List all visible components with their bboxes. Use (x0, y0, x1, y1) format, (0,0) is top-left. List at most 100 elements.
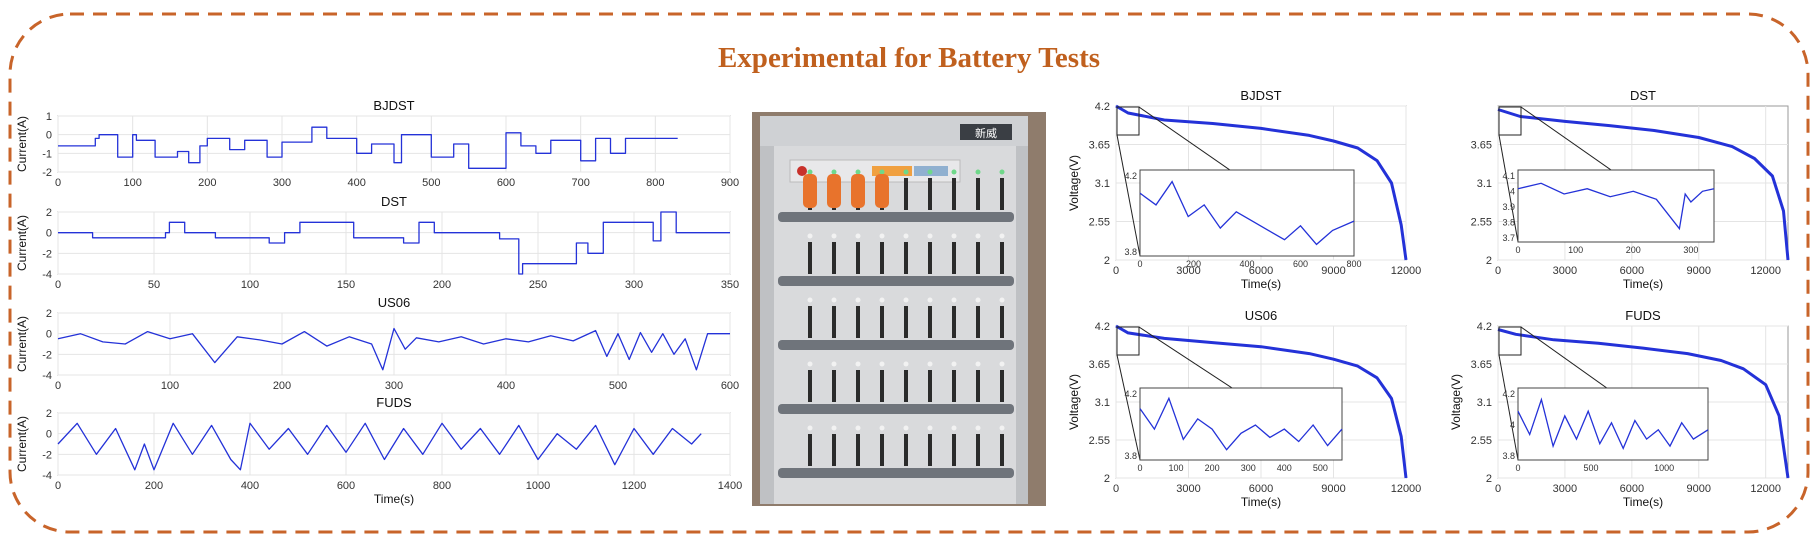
probe-clip (808, 370, 812, 402)
y-axis-label: Voltage(V) (1067, 374, 1081, 430)
x-tick-label: 0 (1495, 483, 1501, 495)
tray-bar (778, 276, 1014, 286)
tray-bar (778, 212, 1014, 222)
status-led (807, 425, 813, 431)
charts-layer: 0 100 200 300 400 500 600 700 800 90010-1-2BJDSTC… (15, 88, 1790, 509)
x-tick-label: 400 (241, 480, 259, 492)
probe-clip (1000, 370, 1004, 402)
dashed-border (8, 12, 1810, 534)
chart-title: DST (1630, 88, 1656, 103)
status-led (807, 361, 813, 367)
y-tick-label: -2 (42, 449, 52, 461)
inset-y-tick-label: 4.1 (1502, 171, 1515, 181)
probe-clip (808, 242, 812, 274)
y-tick-label: 2.55 (1089, 217, 1110, 229)
probe-clip (832, 434, 836, 466)
y-tick-label: 4.2 (1095, 101, 1110, 113)
figure-title: Experimental for Battery Tests (717, 42, 1101, 74)
status-led (807, 297, 813, 303)
x-tick-label: 6000 (1620, 265, 1644, 277)
inset-y-tick-label: 3.8 (1124, 451, 1137, 461)
y-tick-label: 3.65 (1089, 140, 1110, 152)
x-tick-label: 0 (55, 177, 61, 189)
status-led (927, 169, 933, 175)
status-led (999, 233, 1005, 239)
status-led (927, 233, 933, 239)
status-led (879, 169, 885, 175)
battery-cell (875, 174, 889, 208)
x-tick-label: 3000 (1176, 483, 1200, 495)
inset-series-line (1139, 180, 1355, 246)
probe-clip (880, 434, 884, 466)
x-tick-label: 0 (1495, 265, 1501, 277)
x-axis-label: Time(s) (1623, 277, 1663, 291)
x-tick-label: 9000 (1321, 483, 1345, 495)
y-tick-label: 2 (1486, 255, 1492, 267)
probe-clip (976, 434, 980, 466)
y-tick-label: 2.55 (1471, 217, 1492, 229)
series-line (57, 422, 702, 471)
y-tick-label: 0 (46, 130, 52, 142)
y-tick-label: 3.65 (1471, 140, 1492, 152)
y-tick-label: 3.1 (1477, 397, 1492, 409)
x-tick-label: 500 (609, 380, 627, 392)
x-tick-label: 50 (148, 279, 160, 291)
x-tick-label: 600 (721, 380, 739, 392)
probe-clip (928, 178, 932, 210)
chart-title: BJDST (1240, 88, 1281, 103)
x-axis-label: Time(s) (374, 492, 414, 506)
y-tick-label: 2 (1104, 473, 1110, 485)
status-led (975, 361, 981, 367)
status-led (879, 425, 885, 431)
inset-x-tick-label: 0 (1137, 259, 1142, 269)
x-tick-label: 12000 (1750, 483, 1781, 495)
x-tick-label: 9000 (1687, 483, 1711, 495)
probe-clip (856, 370, 860, 402)
y-tick-label: -4 (42, 269, 52, 281)
probe-clip (832, 242, 836, 274)
inset-series-line (1139, 396, 1343, 451)
status-led (999, 297, 1005, 303)
probe-clip (880, 370, 884, 402)
x-tick-label: 9000 (1687, 265, 1711, 277)
inset-y-tick-label: 3.7 (1502, 233, 1515, 243)
y-axis-label: Current(A) (15, 215, 29, 271)
status-led (999, 361, 1005, 367)
x-tick-label: 0 (1113, 483, 1119, 495)
y-tick-label: -2 (42, 349, 52, 361)
x-tick-label: 400 (497, 380, 515, 392)
probe-clip (1000, 242, 1004, 274)
chart-title: DST (381, 194, 407, 209)
status-led (855, 169, 861, 175)
status-led (999, 169, 1005, 175)
x-tick-label: 200 (433, 279, 451, 291)
inset-x-tick-label: 200 (1205, 463, 1220, 473)
probe-clip (952, 178, 956, 210)
x-tick-label: 900 (721, 177, 739, 189)
inset-y-tick-label: 4.2 (1124, 389, 1137, 399)
x-tick-label: 300 (385, 380, 403, 392)
y-axis-label: Voltage(V) (1067, 155, 1081, 211)
inset-y-tick-label: 3.8 (1502, 451, 1515, 461)
x-tick-label: 200 (198, 177, 216, 189)
x-tick-label: 6000 (1249, 483, 1273, 495)
probe-clip (808, 434, 812, 466)
chart-title: BJDST (373, 98, 414, 113)
x-tick-label: 600 (497, 177, 515, 189)
probe-clip (976, 370, 980, 402)
tray-bar (778, 404, 1014, 414)
status-led (951, 361, 957, 367)
inset-y-tick-label: 4 (1510, 420, 1515, 430)
chart-2: 0 100 200 300 400 500 600 2 0 -2 -4 US06 Current(A) (15, 295, 739, 392)
x-tick-label: 0 (1113, 265, 1119, 277)
inset-x-tick-label: 1000 (1654, 463, 1674, 473)
y-tick-label: 2 (1104, 255, 1110, 267)
series-line (57, 327, 730, 371)
y-tick-label: 2 (1486, 473, 1492, 485)
series-line (1497, 108, 1790, 261)
zoom-connector (1498, 354, 1519, 461)
battery-cell (803, 174, 817, 208)
inset-y-tick-label: 3.8 (1502, 218, 1515, 228)
probe-clip (952, 434, 956, 466)
zoom-region-box (1116, 326, 1140, 356)
